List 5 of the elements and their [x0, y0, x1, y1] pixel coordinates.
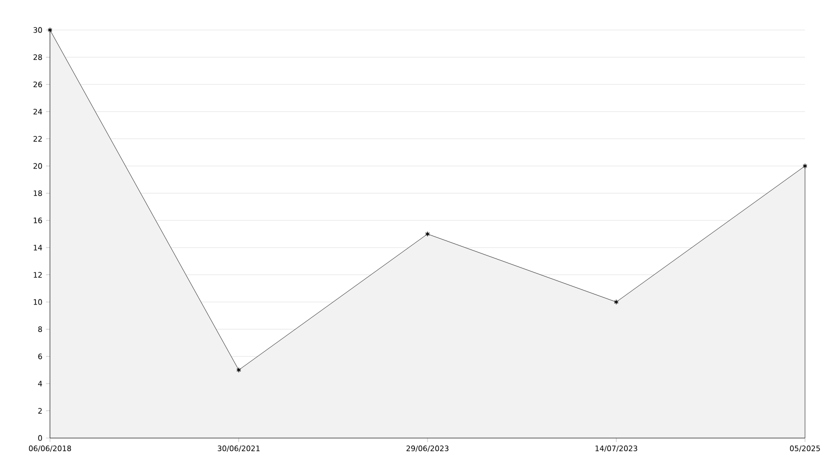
point [48, 27, 52, 33]
point [614, 299, 619, 305]
point [425, 231, 430, 237]
point [802, 163, 808, 169]
point [236, 367, 242, 373]
